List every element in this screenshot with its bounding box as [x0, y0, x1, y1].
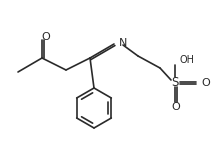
Text: S: S [171, 76, 179, 89]
Text: O: O [42, 32, 50, 42]
Text: O: O [172, 102, 180, 112]
Text: OH: OH [179, 55, 194, 65]
Text: O: O [201, 78, 210, 88]
Text: N: N [119, 38, 127, 48]
